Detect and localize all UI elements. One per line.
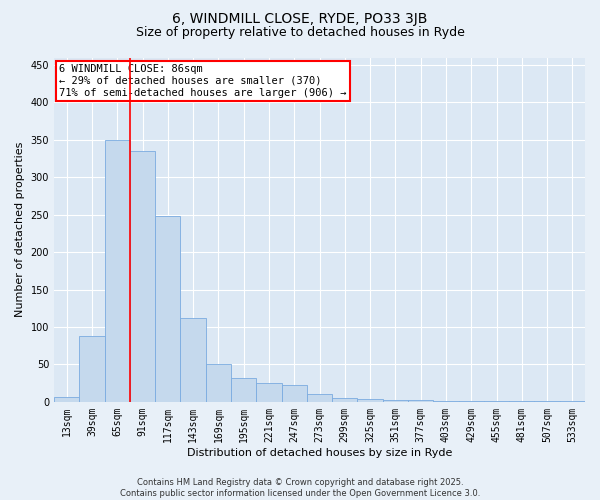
Bar [231, 378, 256, 402]
Bar [104, 140, 130, 402]
Text: Size of property relative to detached houses in Ryde: Size of property relative to detached ho… [136, 26, 464, 39]
Bar [206, 364, 231, 402]
Bar [458, 401, 484, 402]
Bar [484, 401, 509, 402]
Bar [256, 383, 281, 402]
Bar [560, 401, 585, 402]
X-axis label: Distribution of detached houses by size in Ryde: Distribution of detached houses by size … [187, 448, 452, 458]
Bar [358, 399, 383, 402]
Bar [155, 216, 181, 402]
Text: 6 WINDMILL CLOSE: 86sqm
← 29% of detached houses are smaller (370)
71% of semi-d: 6 WINDMILL CLOSE: 86sqm ← 29% of detache… [59, 64, 347, 98]
Bar [535, 401, 560, 402]
Y-axis label: Number of detached properties: Number of detached properties [15, 142, 25, 318]
Bar [433, 401, 458, 402]
Bar [383, 400, 408, 402]
Bar [281, 386, 307, 402]
Text: 6, WINDMILL CLOSE, RYDE, PO33 3JB: 6, WINDMILL CLOSE, RYDE, PO33 3JB [172, 12, 428, 26]
Bar [509, 401, 535, 402]
Bar [408, 400, 433, 402]
Bar [307, 394, 332, 402]
Bar [79, 336, 104, 402]
Bar [181, 318, 206, 402]
Bar [130, 151, 155, 402]
Bar [54, 398, 79, 402]
Bar [332, 398, 358, 402]
Text: Contains HM Land Registry data © Crown copyright and database right 2025.
Contai: Contains HM Land Registry data © Crown c… [120, 478, 480, 498]
